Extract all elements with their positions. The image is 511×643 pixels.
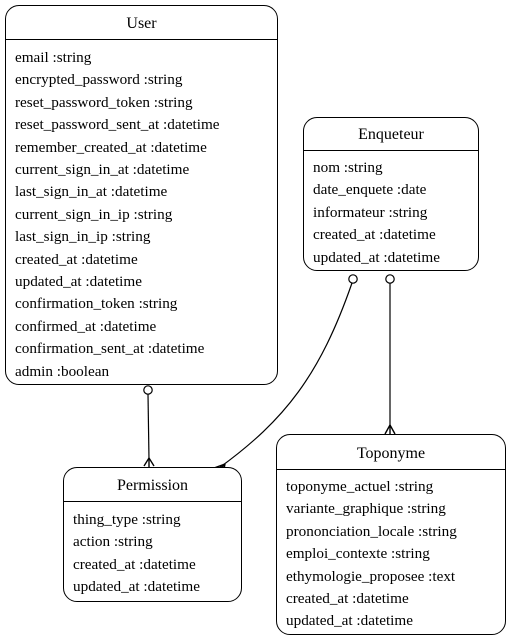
attribute: updated_at :datetime xyxy=(286,612,413,630)
attribute: updated_at :datetime xyxy=(73,578,200,596)
attribute: encrypted_password :string xyxy=(15,71,183,89)
attribute: nom :string xyxy=(313,159,383,176)
attribute: date_enquete :date xyxy=(313,181,427,199)
attribute: email :string xyxy=(15,49,92,66)
attribute: created_at :datetime xyxy=(73,555,196,573)
attribute: reset_password_sent_at :datetime xyxy=(15,116,220,134)
attribute: last_sign_in_at :datetime xyxy=(15,183,168,201)
attribute-list: email :string encrypted_password :string… xyxy=(6,40,277,383)
attribute: reset_password_token :string xyxy=(15,93,193,111)
edge-enqueteur-toponyme xyxy=(384,274,396,435)
edge-user-permission xyxy=(143,385,155,467)
attribute: prononciation_locale :string xyxy=(286,522,457,540)
attribute: emploi_contexte :string xyxy=(286,545,430,563)
attribute: variante_graphique :string xyxy=(286,500,446,518)
attribute: last_sign_in_ip :string xyxy=(15,228,151,246)
crows-foot-icon xyxy=(143,457,155,467)
attribute: admin :boolean xyxy=(15,362,110,380)
attribute: ethymologie_proposee :text xyxy=(286,567,456,585)
entity-title: Enqueteur xyxy=(304,118,478,151)
attribute: updated_at :datetime xyxy=(313,248,440,266)
attribute: created_at :datetime xyxy=(286,590,409,608)
entity-title: Permission xyxy=(64,468,241,502)
one-end-circle-icon xyxy=(385,274,395,284)
one-end-circle-icon xyxy=(348,274,358,284)
entity-permission[interactable]: Permission thing_type :string action :st… xyxy=(63,467,242,602)
attribute: thing_type :string xyxy=(73,511,181,528)
attribute: informateur :string xyxy=(313,203,428,221)
attribute: action :string xyxy=(73,533,153,551)
entity-title: Toponyme xyxy=(277,435,505,470)
entity-toponyme[interactable]: Toponyme toponyme_actuel :string variant… xyxy=(276,434,506,635)
attribute: updated_at :datetime xyxy=(15,273,142,291)
attribute: confirmation_token :string xyxy=(15,295,178,313)
attribute: toponyme_actuel :string xyxy=(286,478,434,495)
entity-title: User xyxy=(6,6,277,40)
attribute: current_sign_in_ip :string xyxy=(15,205,173,223)
one-end-circle-icon xyxy=(143,385,153,395)
attribute: created_at :datetime xyxy=(15,250,138,268)
entity-enqueteur[interactable]: Enqueteur nom :string date_enquete :date… xyxy=(303,117,479,271)
attribute: current_sign_in_at :datetime xyxy=(15,161,190,179)
attribute: created_at :datetime xyxy=(313,226,436,244)
attribute-list: nom :string date_enquete :date informate… xyxy=(304,151,478,269)
attribute: confirmation_sent_at :datetime xyxy=(15,340,205,358)
crows-foot-icon xyxy=(384,424,396,435)
attribute-list: toponyme_actuel :string variante_graphiq… xyxy=(277,470,505,633)
entity-user[interactable]: User email :string encrypted_password :s… xyxy=(5,5,278,385)
attribute: confirmed_at :datetime xyxy=(15,317,157,335)
attribute: remember_created_at :datetime xyxy=(15,138,207,156)
attribute-list: thing_type :string action :string create… xyxy=(64,502,241,599)
